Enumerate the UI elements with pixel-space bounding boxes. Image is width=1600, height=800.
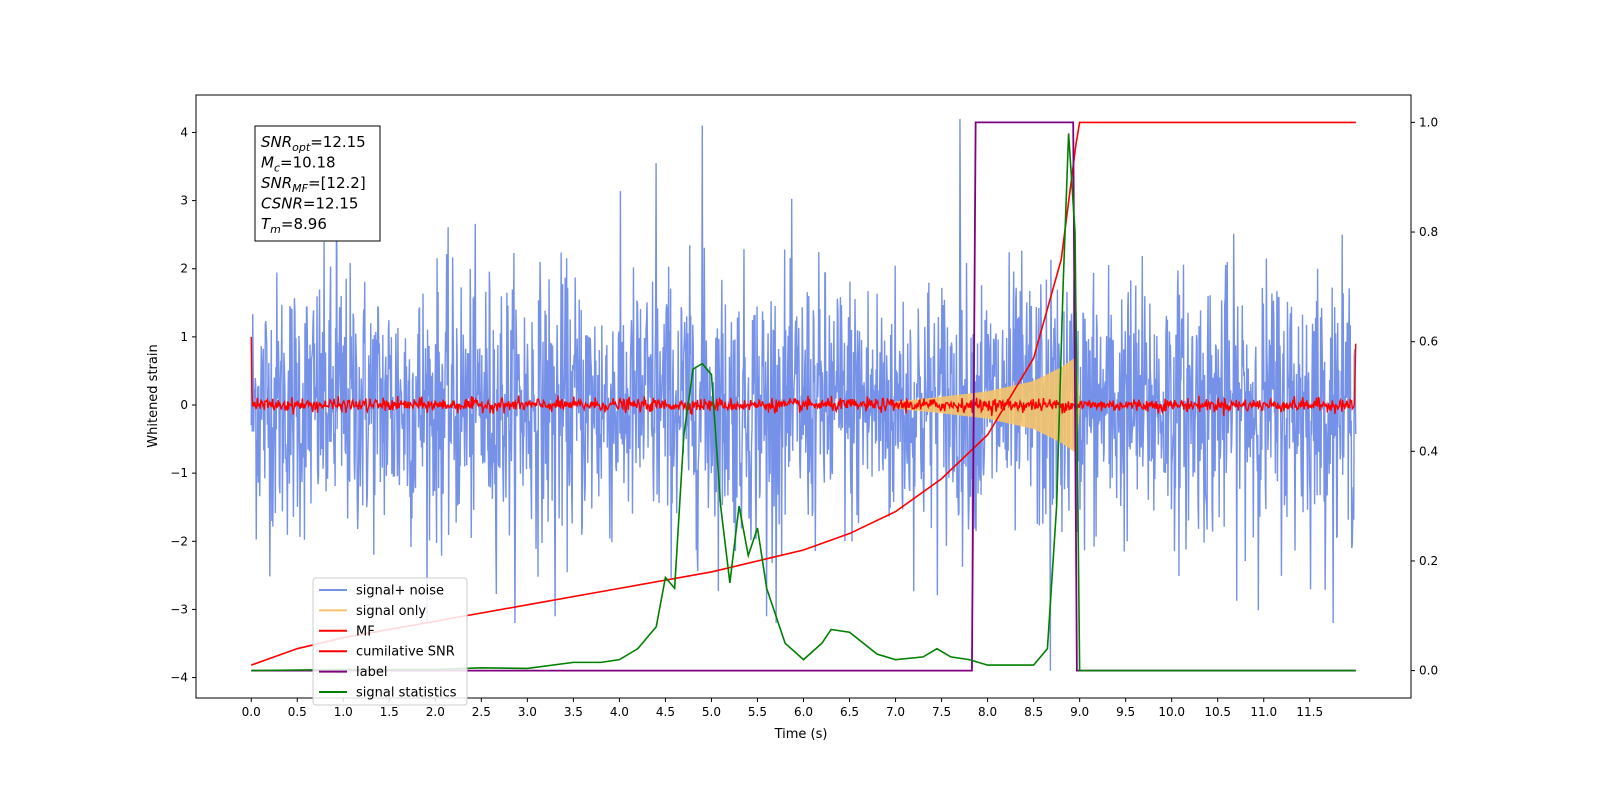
x-tick-label: 8.5 <box>1024 705 1043 719</box>
y-tick-label: −4 <box>170 671 188 685</box>
y2-tick-label: 0.8 <box>1419 225 1438 239</box>
series-signal-noise <box>250 118 1357 671</box>
x-tick-label: 9.5 <box>1116 705 1135 719</box>
y-tick-label: −3 <box>170 602 188 616</box>
legend-entry: label <box>356 665 387 680</box>
y-tick-label: 0 <box>180 398 188 412</box>
x-tick-label: 6.5 <box>840 705 859 719</box>
x-tick-label: 11.5 <box>1296 705 1323 719</box>
axes: 0.0 0.5 1.0 1.5 2.0 2.5 3.0 3.5 4.0 4.5 5.0 5.5 6.0 6… <box>170 115 1438 719</box>
legend-entry: signal+ noise <box>356 584 444 599</box>
annotation-line: SNRopt=12.15 <box>261 133 366 154</box>
x-tick-label: 11.0 <box>1250 705 1277 719</box>
y-tick-label: −2 <box>170 534 188 548</box>
y-axis-label: Whitened strain <box>146 344 161 447</box>
x-tick-label: 4.5 <box>656 705 675 719</box>
x-tick-label: 1.0 <box>334 705 353 719</box>
y-tick-label: 3 <box>180 194 188 208</box>
y2-tick-label: 0.4 <box>1419 444 1438 458</box>
legend-entry: signal statistics <box>356 686 457 701</box>
x-tick-label: 3.0 <box>518 705 537 719</box>
y2-tick-label: 1.0 <box>1419 115 1438 129</box>
y-tick-label: −1 <box>170 466 188 480</box>
x-tick-label: 10.0 <box>1158 705 1185 719</box>
y-tick-label: 2 <box>180 262 188 276</box>
y2-tick-label: 0.2 <box>1419 554 1438 568</box>
annotation-frame <box>254 125 381 242</box>
legend-entry: MF <box>356 624 375 639</box>
x-tick-label: 5.5 <box>748 705 767 719</box>
series-signal-statistics <box>251 133 1356 672</box>
y-tick-label: 4 <box>180 125 188 139</box>
annotation-box: SNRopt=12.15Mc=10.18SNRMF=[12.2]CSNR=12.… <box>254 125 381 242</box>
x-tick-label: 2.5 <box>472 705 491 719</box>
y2-tick-label: 0.0 <box>1419 664 1438 678</box>
annotation-line: Mc=10.18 <box>261 154 336 175</box>
x-tick-label: 7.0 <box>886 705 905 719</box>
x-tick-label: 1.5 <box>380 705 399 719</box>
y-tick-label: 1 <box>180 330 188 344</box>
annotation-line: SNRMF=[12.2] <box>261 174 366 195</box>
x-tick-label: 5.0 <box>702 705 721 719</box>
x-tick-label: 9.0 <box>1070 705 1089 719</box>
x-axis-label: Time (s) <box>774 727 828 742</box>
x-tick-label: 7.5 <box>932 705 951 719</box>
x-tick-label: 10.5 <box>1204 705 1231 719</box>
x-tick-label: 4.0 <box>610 705 629 719</box>
x-tick-label: 3.5 <box>564 705 583 719</box>
legend: signal+ noise signal only MF cumilative SNR… <box>312 577 468 706</box>
x-tick-label: 0.5 <box>288 705 307 719</box>
x-tick-label: 8.0 <box>978 705 997 719</box>
annotation-line: Tm=8.96 <box>261 215 327 236</box>
legend-entry: signal only <box>356 604 426 619</box>
x-tick-label: 6.0 <box>794 705 813 719</box>
series-mf <box>250 336 1357 417</box>
legend-frame <box>312 577 468 706</box>
annotation-line: CSNR=12.15 <box>261 195 358 213</box>
y2-tick-label: 0.6 <box>1419 335 1438 349</box>
x-tick-label: 0.0 <box>242 705 261 719</box>
x-tick-label: 2.0 <box>426 705 445 719</box>
legend-entry: cumilative SNR <box>356 645 455 660</box>
